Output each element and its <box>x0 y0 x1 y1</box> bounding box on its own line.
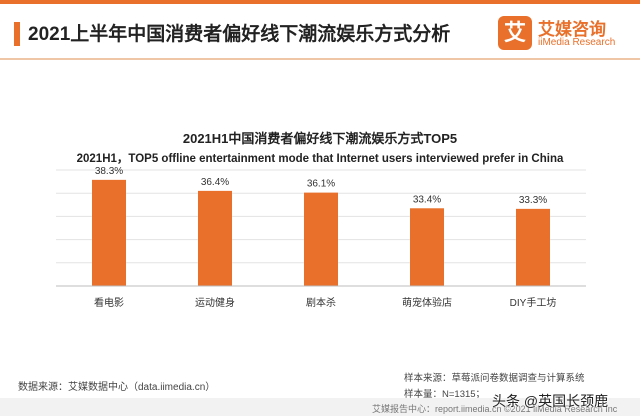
data-source-note: 数据来源：艾媒数据中心（data.iimedia.cn） <box>18 382 216 393</box>
data-label: 33.4% <box>413 194 441 205</box>
sample-notes: 样本来源：草莓派问卷数据调查与计算系统 样本量：N=1315； <box>404 371 585 403</box>
title-accent-marker <box>14 22 20 46</box>
iimedia-logo-mark: 艾 <box>498 16 532 50</box>
sample-size-note: 样本量：N=1315； <box>404 389 486 400</box>
bar <box>410 208 444 286</box>
page-title: 2021上半年中国消费者偏好线下潮流娱乐方式分析 <box>28 24 451 45</box>
bar <box>516 208 550 286</box>
x-tick-label: 萌宠体验店 <box>402 296 452 309</box>
x-tick-label: 看电影 <box>94 296 124 309</box>
x-tick-label: 剧本杀 <box>306 296 336 309</box>
iimedia-logo: 艾 艾媒咨询 iiMedia Research <box>498 14 632 54</box>
logo-name-en: iiMedia Research <box>538 37 616 48</box>
logo-name-cn: 艾媒咨询 <box>538 20 606 39</box>
x-tick-label: 运动健身 <box>195 296 235 309</box>
platform-watermark: 头条 @英国长颈鹿 <box>492 393 609 409</box>
bar <box>92 179 126 286</box>
data-label: 36.1% <box>307 179 335 190</box>
x-tick-label: DIY手工坊 <box>510 296 557 309</box>
sample-source-note: 样本来源：草莓派问卷数据调查与计算系统 <box>404 373 585 384</box>
bottom-credit-text: 艾媒报告中心：report.iimedia.cn ©2021 iiMedia R… <box>372 404 618 414</box>
bar <box>198 190 232 286</box>
chart-title: 2021H1中国消费者偏好线下潮流娱乐方式TOP5 <box>182 131 458 146</box>
data-label: 36.4% <box>201 177 229 188</box>
chart-subtitle: 2021H1，TOP5 offline entertainment mode t… <box>76 153 564 165</box>
data-label: 33.3% <box>519 195 547 206</box>
title-divider <box>0 58 640 60</box>
bar <box>304 192 338 286</box>
bottom-credit-bar <box>0 398 640 416</box>
top-accent-rule <box>0 0 640 4</box>
data-label: 38.3% <box>95 166 123 177</box>
